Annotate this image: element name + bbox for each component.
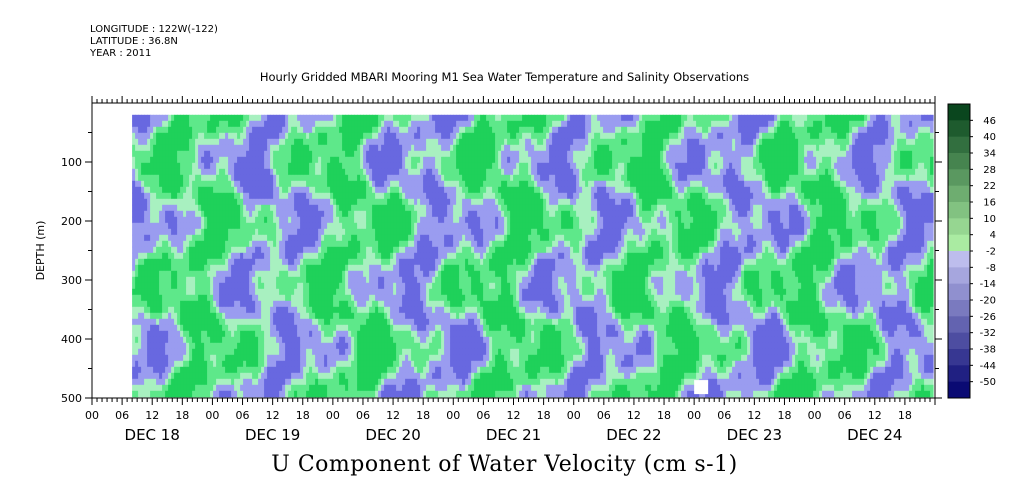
x-hour-tick-label: 18	[175, 409, 189, 422]
y-tick-label: 400	[61, 333, 82, 346]
x-hour-tick-label: 18	[898, 409, 912, 422]
colorbar-label: 10	[983, 214, 996, 225]
y-tick-label: 100	[61, 156, 82, 169]
colorbar-label: -32	[980, 328, 996, 339]
x-hour-tick-label: 06	[597, 409, 611, 422]
x-day-label: DEC 21	[486, 426, 541, 444]
colorbar: 46 40 34 28 22 16 10 4 -2 -8 -14 -20 -26 -32 -38 -44 -50	[947, 103, 996, 399]
x-hour-tick-label: 06	[236, 409, 250, 422]
x-hour-tick-label: 12	[747, 409, 761, 422]
y-axis-title: DEPTH (m)	[34, 221, 47, 281]
x-hour-tick-label: 18	[296, 409, 310, 422]
x-hour-tick-label: 00	[446, 409, 460, 422]
colorbar-label: -14	[980, 279, 996, 290]
x-hour-tick-label: 00	[808, 409, 822, 422]
x-axis-title: U Component of Water Velocity (cm s-1)	[271, 452, 738, 477]
colorbar-label: -20	[980, 296, 996, 307]
x-hour-tick-label: 00	[326, 409, 340, 422]
year-label: YEAR : 2011	[90, 48, 152, 59]
x-hour-tick-label: 06	[476, 409, 490, 422]
colorbar-label: 4	[990, 230, 996, 241]
x-day-label: DEC 18	[125, 426, 180, 444]
colorbar-label: -2	[986, 247, 996, 258]
x-hour-tick-label: 06	[838, 409, 852, 422]
x-hour-tick-label: 12	[627, 409, 641, 422]
x-hour-tick-label: 12	[386, 409, 400, 422]
x-hour-tick-label: 00	[85, 409, 99, 422]
x-hour-tick-label: 18	[537, 409, 551, 422]
x-hour-tick-label: 12	[507, 409, 521, 422]
colorbar-label: -44	[980, 361, 996, 372]
colorbar-label: 28	[983, 165, 996, 176]
x-day-label: DEC 20	[365, 426, 420, 444]
x-hour-tick-label: 00	[687, 409, 701, 422]
x-hour-tick-label: 06	[356, 409, 370, 422]
colorbar-label: -26	[980, 312, 996, 323]
colorbar-label: 46	[983, 116, 996, 127]
chart-title: Hourly Gridded MBARI Mooring M1 Sea Wate…	[259, 70, 750, 84]
colorbar-label: -8	[986, 263, 996, 274]
longitude-label: LONGITUDE : 122W(-122)	[90, 24, 218, 35]
x-day-label: DEC 22	[606, 426, 661, 444]
y-tick-label: 300	[61, 274, 82, 287]
heatmap-cells	[132, 114, 934, 398]
axes: 00 06 12 18 00 06 12 18 00 06 12 18 00 06 12 18 00 06 12 18…	[34, 96, 942, 444]
x-hour-tick-label: 12	[266, 409, 280, 422]
x-day-label: DEC 19	[245, 426, 300, 444]
x-hour-tick-label: 00	[567, 409, 581, 422]
colorbar-label: 16	[983, 198, 996, 209]
colorbar-label: 40	[983, 132, 996, 143]
colorbar-label: 34	[983, 149, 996, 160]
colorbar-label: -50	[980, 377, 996, 388]
x-day-label: DEC 24	[847, 426, 902, 444]
x-hour-tick-label: 06	[115, 409, 129, 422]
x-day-label: DEC 23	[727, 426, 782, 444]
x-hour-tick-label: 00	[205, 409, 219, 422]
y-tick-label: 500	[61, 392, 82, 405]
latitude-label: LATITUDE : 36.8N	[90, 36, 178, 47]
x-hour-tick-label: 12	[145, 409, 159, 422]
x-hour-tick-label: 18	[416, 409, 430, 422]
colorbar-label: 22	[983, 181, 996, 192]
colorbar-label: -38	[980, 345, 996, 356]
x-hour-tick-label: 18	[657, 409, 671, 422]
x-hour-tick-label: 12	[868, 409, 882, 422]
x-hour-tick-label: 18	[777, 409, 791, 422]
y-tick-label: 200	[61, 215, 82, 228]
x-hour-tick-label: 06	[717, 409, 731, 422]
